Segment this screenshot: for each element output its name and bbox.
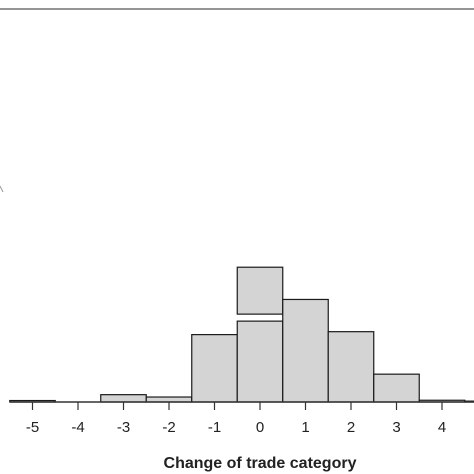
histogram-bar-upper-5 (236, 266, 284, 315)
x-tick-label-8: 3 (392, 419, 400, 436)
histogram-bar-2 (100, 394, 147, 403)
x-tick-label-2: -3 (117, 419, 130, 436)
x-tick-label-9: 4 (438, 419, 446, 436)
x-tick-label-1: -4 (71, 419, 84, 436)
x-ticks-group: -5 -4 -3 -2 -1 0 1 2 3 4 (26, 402, 446, 436)
left-edge-mark (0, 185, 4, 193)
x-tick-label-7: 2 (347, 419, 355, 436)
histogram-bar-7 (327, 331, 375, 403)
x-tick-label-0: -5 (26, 419, 39, 436)
histogram-bar-8 (373, 373, 420, 403)
histogram-bar-lower-5 (236, 320, 284, 403)
histogram-bar-4 (191, 334, 238, 403)
x-tick-label-3: -2 (162, 419, 175, 436)
histogram-bar-6 (282, 298, 329, 403)
x-axis-title: Change of trade category (164, 455, 357, 472)
bars-group (9, 266, 474, 403)
x-tick-label-4: -1 (208, 419, 221, 436)
x-tick-label-6: 1 (301, 419, 309, 436)
x-tick-label-5: 0 (256, 419, 264, 436)
